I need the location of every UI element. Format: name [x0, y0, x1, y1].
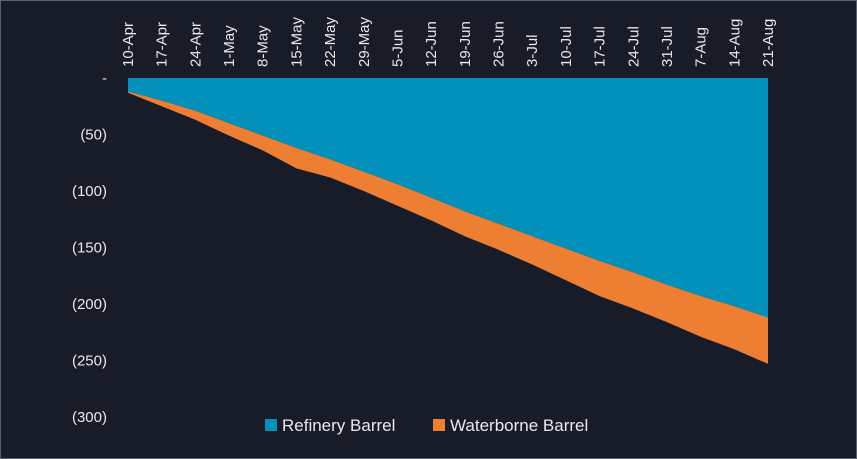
x-tick-label: 22-May [322, 16, 339, 67]
x-tick-label: 21-Aug [760, 19, 777, 67]
legend-swatch-waterborne [433, 419, 445, 431]
y-tick-label: (250) [72, 353, 107, 370]
x-tick-label: 10-Apr [120, 22, 137, 67]
x-tick-label: 14-Aug [726, 19, 743, 67]
y-tick-label: (200) [72, 296, 107, 313]
x-tick-label: 19-Jun [457, 21, 474, 67]
y-axis: - (50) (100) (150) (200) (250) (300) [72, 70, 107, 426]
legend-item-waterborne[interactable]: Waterborne Barrel [433, 416, 588, 435]
x-tick-label: 1-May [221, 25, 238, 67]
x-tick-label: 24-Apr [187, 22, 204, 67]
x-tick-label: 17-Jul [592, 26, 609, 67]
area-waterborne-barrel[interactable] [128, 91, 768, 364]
x-tick-label: 24-Jul [625, 26, 642, 67]
x-tick-label: 29-May [356, 16, 373, 67]
y-tick-label: (150) [72, 240, 107, 257]
legend-label-refinery: Refinery Barrel [282, 416, 395, 435]
x-tick-label: 31-Jul [659, 26, 676, 67]
legend-swatch-refinery [265, 419, 277, 431]
x-tick-label: 8-May [255, 25, 272, 67]
y-tick-label: (50) [80, 127, 107, 144]
legend-item-refinery[interactable]: Refinery Barrel [265, 416, 395, 435]
y-tick-label: - [102, 70, 107, 87]
x-tick-label: 3-Jul [524, 34, 541, 67]
y-tick-label: (100) [72, 183, 107, 200]
x-tick-label: 15-May [288, 16, 305, 67]
x-tick-label: 26-Jun [491, 21, 508, 67]
plot-area [128, 78, 768, 364]
x-tick-label: 5-Jun [389, 29, 406, 67]
legend: Refinery Barrel Waterborne Barrel [265, 416, 588, 435]
area-refinery-barrel[interactable] [128, 78, 768, 318]
x-tick-label: 12-Jun [423, 21, 440, 67]
x-tick-label: 7-Aug [693, 27, 710, 67]
x-tick-label: 10-Jul [558, 26, 575, 67]
y-tick-label: (300) [72, 409, 107, 426]
x-tick-label: 17-Apr [154, 22, 171, 67]
x-axis: 10-Apr 17-Apr 24-Apr 1-May 8-May 15-May 22-May… [120, 16, 777, 67]
legend-label-waterborne: Waterborne Barrel [450, 416, 588, 435]
